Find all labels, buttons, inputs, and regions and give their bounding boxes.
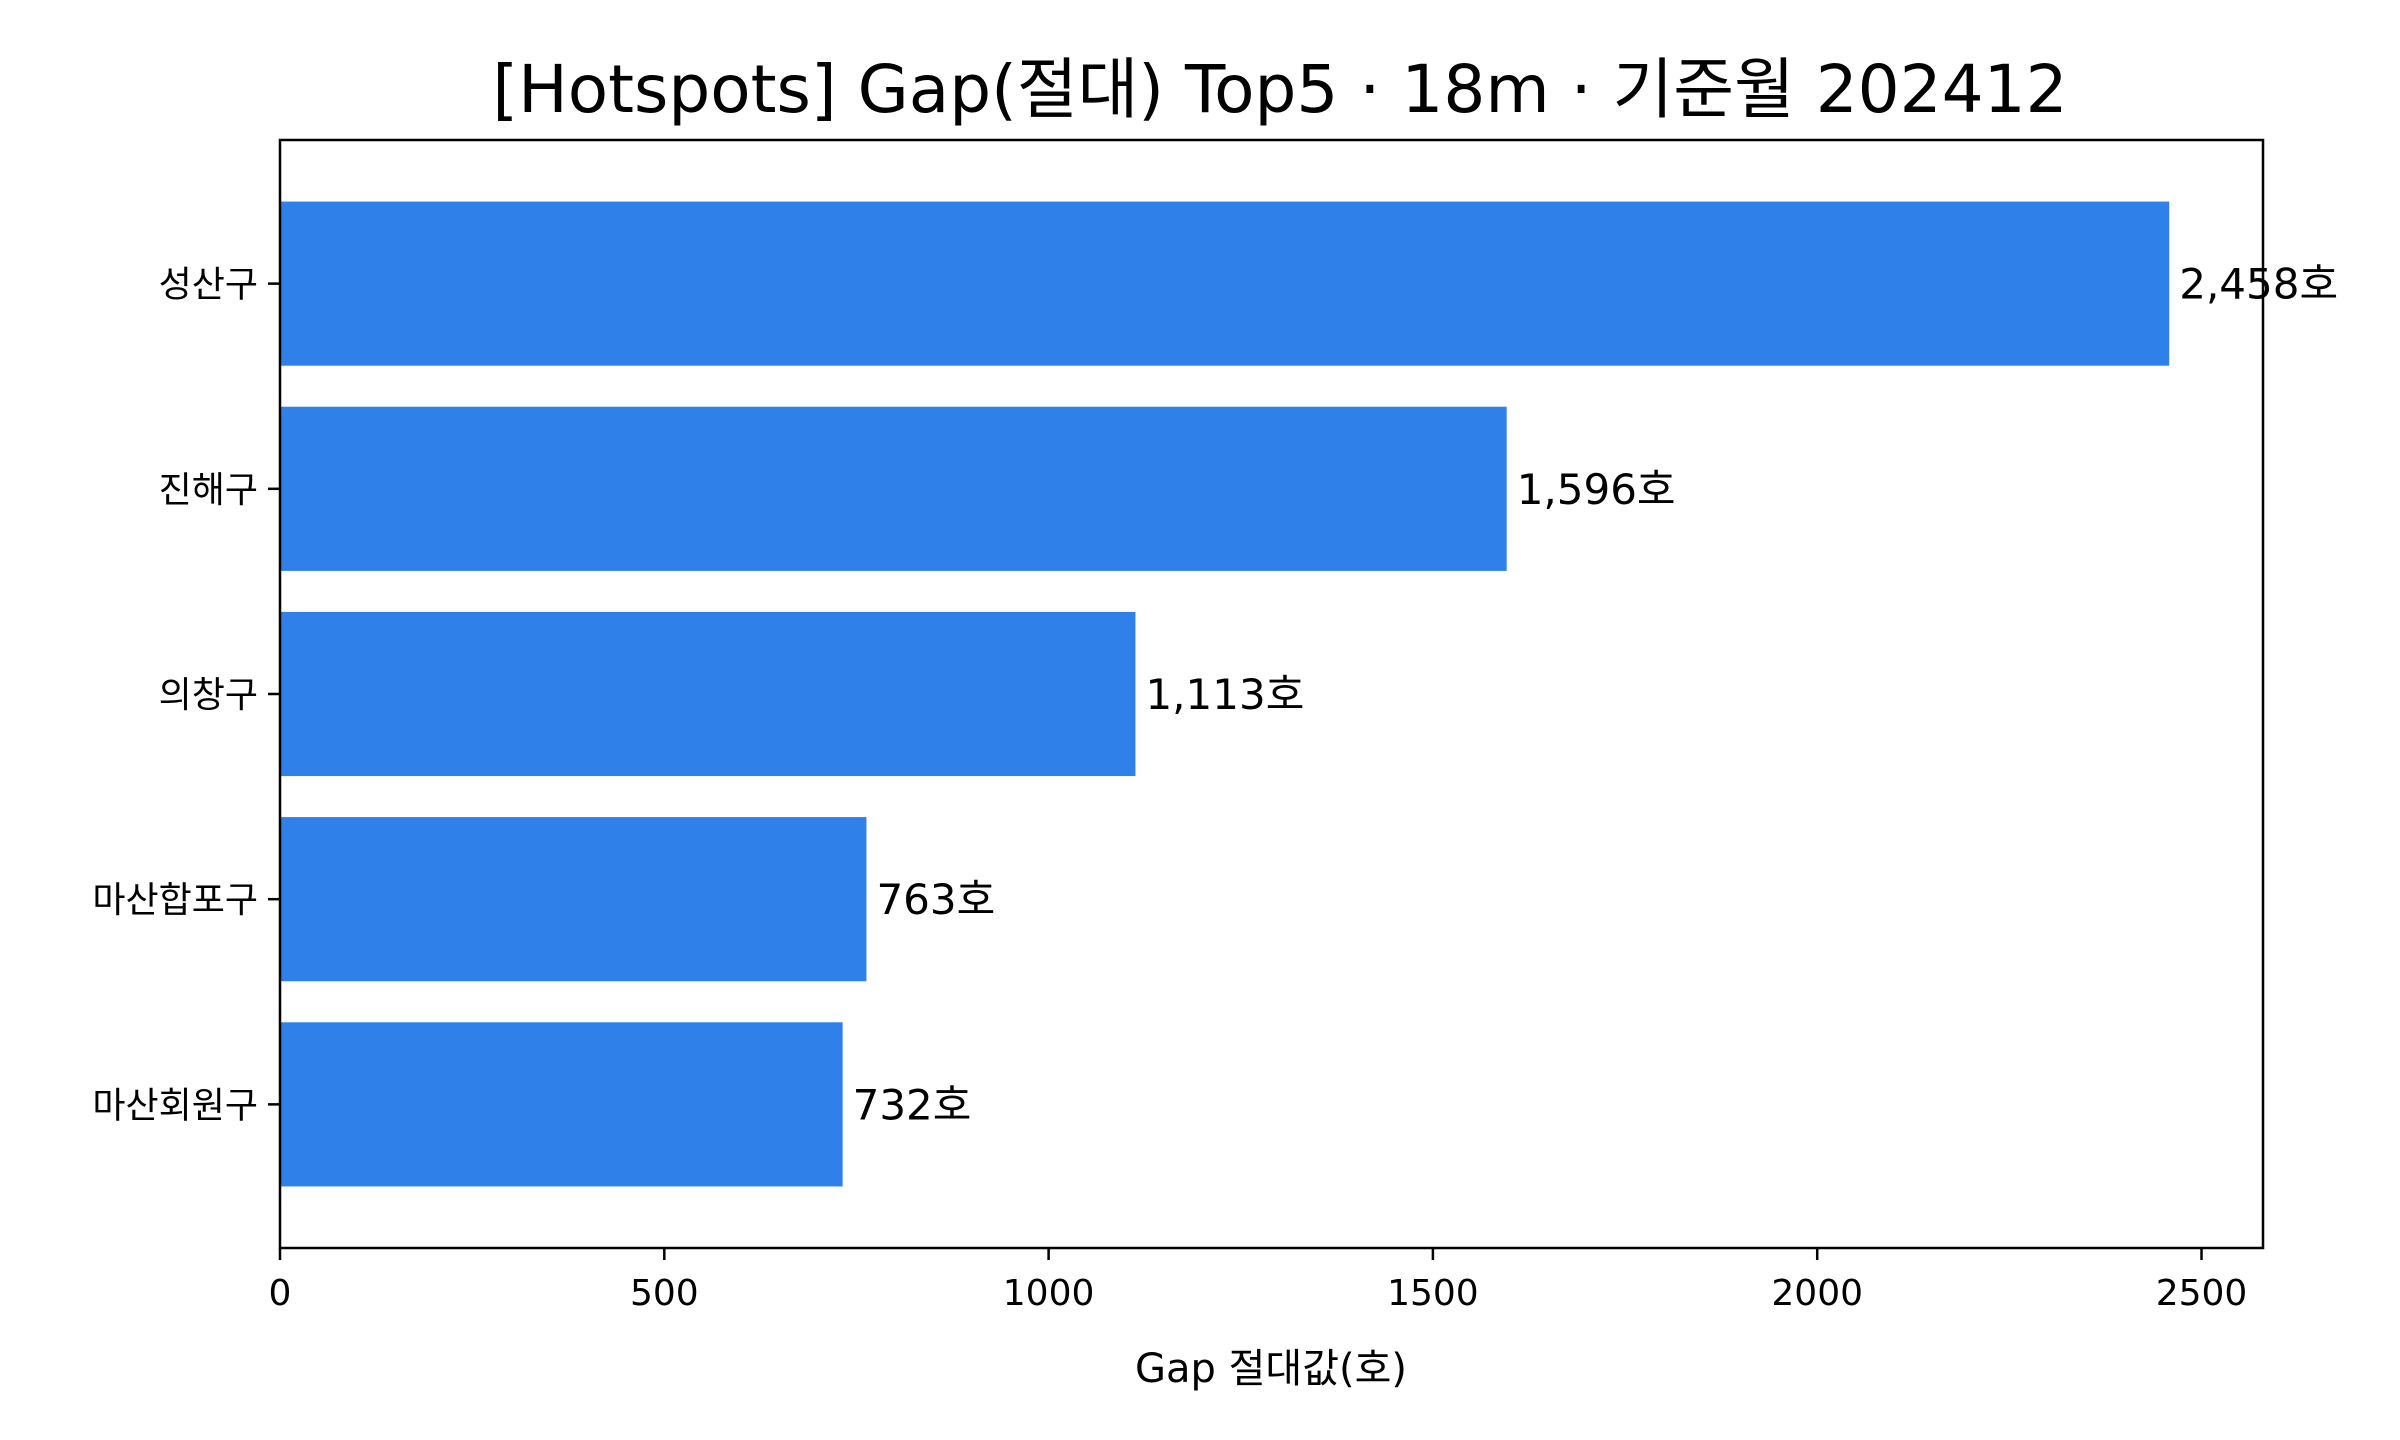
- x-tick-label-0: 0: [269, 1273, 292, 1314]
- y-tick-label-5: 마산회원구: [92, 1085, 258, 1126]
- x-tick-label-2000: 2000: [1771, 1273, 1863, 1314]
- x-tick-label-2500: 2500: [2156, 1273, 2248, 1314]
- x-axis: 0 500 1000 1500 2000 2500: [269, 1248, 2248, 1314]
- x-tick-label-1000: 1000: [1003, 1273, 1095, 1314]
- x-tick-label-1500: 1500: [1387, 1273, 1479, 1314]
- bar-4: [280, 817, 867, 982]
- y-tick-label-2: 진해구: [159, 470, 258, 511]
- bar-1: [280, 201, 2170, 366]
- data-label-3: 1,113호: [1145, 670, 1304, 719]
- x-tick-label-500: 500: [630, 1273, 699, 1314]
- data-label-5: 732호: [853, 1080, 972, 1129]
- x-axis-label: Gap 절대값(호): [1135, 1346, 1407, 1392]
- bars-group: [280, 201, 2170, 1187]
- data-label-4: 763호: [876, 875, 995, 924]
- bar-2: [280, 406, 1507, 571]
- bar-5: [280, 1022, 843, 1187]
- y-tick-label-1: 성산구: [159, 265, 258, 306]
- chart-title: [Hotspots] Gap(절대) Top5 · 18m · 기준월 2024…: [492, 51, 2067, 128]
- data-label-1: 2,458호: [2179, 260, 2338, 309]
- bar-3: [280, 611, 1136, 777]
- data-labels-group: 2,458호 1,596호 1,113호 763호 732호: [853, 260, 2339, 1130]
- y-tick-label-3: 의창구: [159, 675, 258, 716]
- data-label-2: 1,596호: [1517, 465, 1676, 514]
- y-tick-label-4: 마산합포구: [92, 880, 258, 921]
